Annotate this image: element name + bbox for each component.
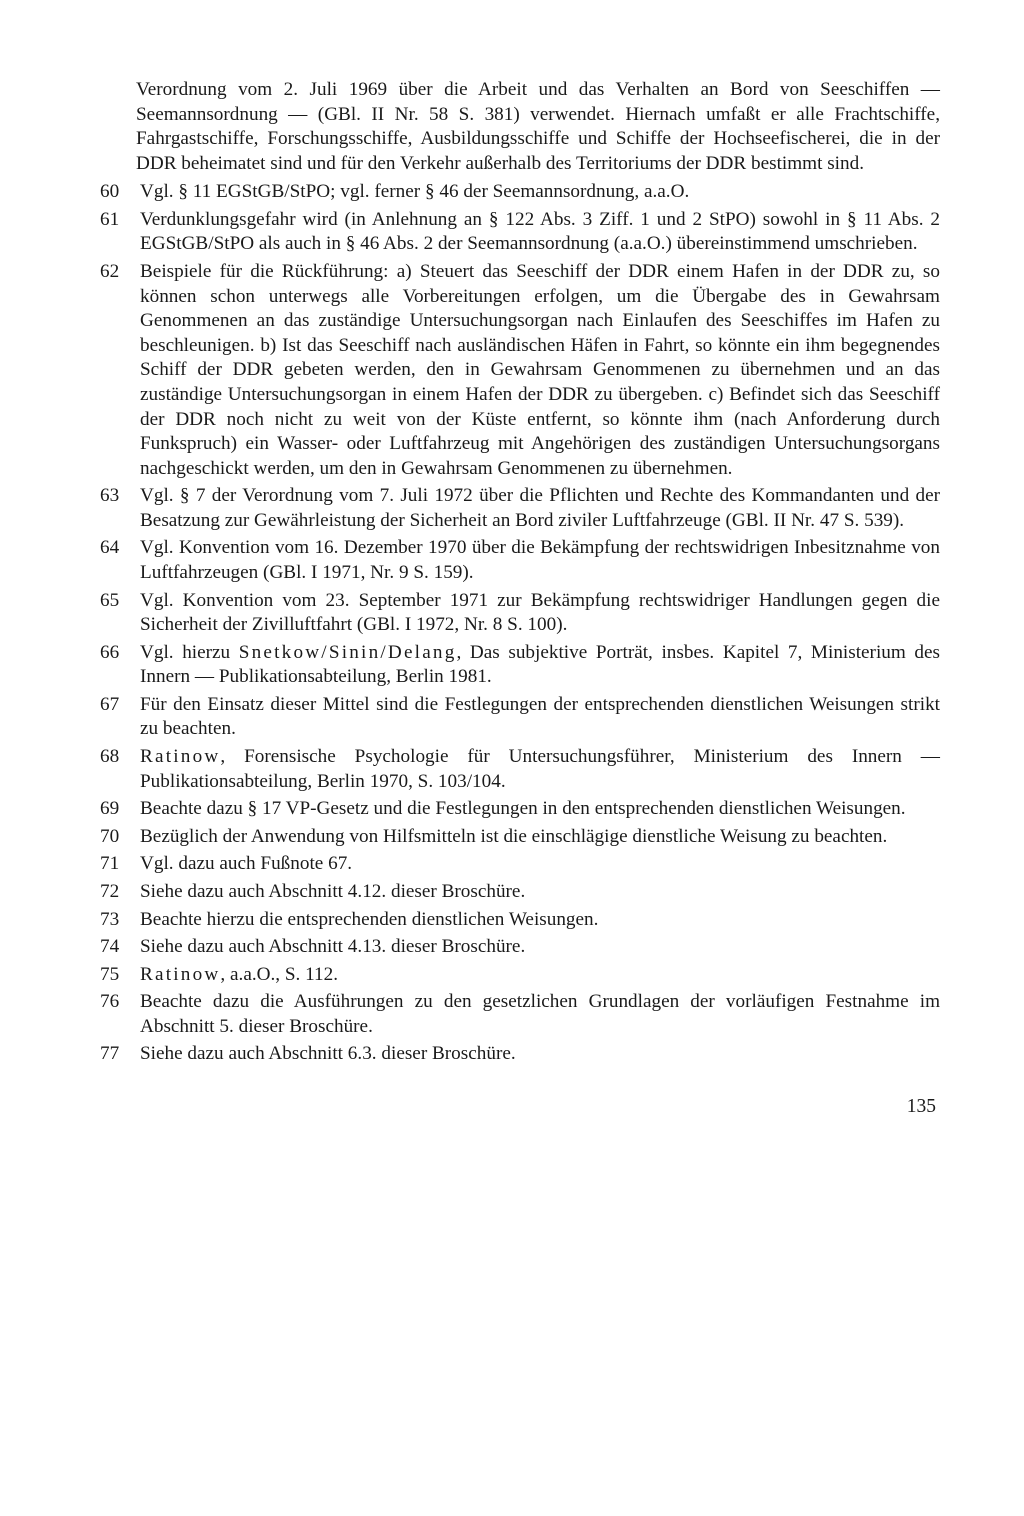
footnote-text: Vgl. Konvention vom 23. September 1971 z… — [140, 589, 940, 638]
footnote-number: 74 — [100, 935, 140, 960]
footnote-item: 63Vgl. § 7 der Verordnung vom 7. Juli 19… — [100, 484, 940, 533]
footnote-text: Bezüglich der Anwendung von Hilfsmitteln… — [140, 825, 940, 850]
footnote-number: 76 — [100, 990, 140, 1039]
footnote-number: 68 — [100, 745, 140, 794]
footnote-item: 67Für den Einsatz dieser Mittel sind die… — [100, 693, 940, 742]
footnote-text: Beachte hierzu die entsprechenden dienst… — [140, 908, 940, 933]
footnote-item: 76Beachte dazu die Ausführungen zu den g… — [100, 990, 940, 1039]
footnote-number: 64 — [100, 536, 140, 585]
footnote-text: Vgl. hierzu Snetkow/Sinin/Delang, Das su… — [140, 641, 940, 690]
footnote-number: 75 — [100, 963, 140, 988]
footnote-number: 70 — [100, 825, 140, 850]
footnote-item: 60Vgl. § 11 EGStGB/StPO; vgl. ferner § 4… — [100, 180, 940, 205]
footnote-number: 71 — [100, 852, 140, 877]
footnote-text: Für den Einsatz dieser Mittel sind die F… — [140, 693, 940, 742]
footnote-item: 69Beachte dazu § 17 VP-Gesetz und die Fe… — [100, 797, 940, 822]
footnote-number: 72 — [100, 880, 140, 905]
footnote-number: 66 — [100, 641, 140, 690]
footnote-item: 73Beachte hierzu die entsprechenden dien… — [100, 908, 940, 933]
footnote-number: 63 — [100, 484, 140, 533]
footnote-text: Beachte dazu die Ausführungen zu den ges… — [140, 990, 940, 1039]
footnote-item: 62Beispiele für die Rückführung: a) Steu… — [100, 260, 940, 481]
footnote-number: 62 — [100, 260, 140, 481]
footnote-item: 66Vgl. hierzu Snetkow/Sinin/Delang, Das … — [100, 641, 940, 690]
footnote-text: Ratinow, Forensische Psychologie für Unt… — [140, 745, 940, 794]
footnote-text: Vgl. dazu auch Fußnote 67. — [140, 852, 940, 877]
footnote-item: 75Ratinow, a.a.O., S. 112. — [100, 963, 940, 988]
document-page: Verordnung vom 2. Juli 1969 über die Arb… — [0, 0, 1024, 1180]
footnotes-list: 60Vgl. § 11 EGStGB/StPO; vgl. ferner § 4… — [100, 180, 940, 1067]
footnote-number: 73 — [100, 908, 140, 933]
footnote-number: 61 — [100, 208, 140, 257]
footnote-item: 64Vgl. Konvention vom 16. Dezember 1970 … — [100, 536, 940, 585]
footnote-number: 67 — [100, 693, 140, 742]
footnote-item: 74Siehe dazu auch Abschnitt 4.13. dieser… — [100, 935, 940, 960]
footnote-item: 72Siehe dazu auch Abschnitt 4.12. dieser… — [100, 880, 940, 905]
footnote-item: 65Vgl. Konvention vom 23. September 1971… — [100, 589, 940, 638]
footnote-item: 77Siehe dazu auch Abschnitt 6.3. dieser … — [100, 1042, 940, 1067]
footnote-number: 77 — [100, 1042, 140, 1067]
footnote-number: 69 — [100, 797, 140, 822]
footnote-text: Vgl. § 11 EGStGB/StPO; vgl. ferner § 46 … — [140, 180, 940, 205]
footnote-text: Siehe dazu auch Abschnitt 4.13. dieser B… — [140, 935, 940, 960]
footnote-number: 65 — [100, 589, 140, 638]
footnote-text: Ratinow, a.a.O., S. 112. — [140, 963, 940, 988]
footnote-item: 70Bezüglich der Anwendung von Hilfsmitte… — [100, 825, 940, 850]
footnote-text: Beachte dazu § 17 VP-Gesetz und die Fest… — [140, 797, 940, 822]
footnote-item: 71Vgl. dazu auch Fußnote 67. — [100, 852, 940, 877]
continuation-paragraph: Verordnung vom 2. Juli 1969 über die Arb… — [136, 78, 940, 176]
footnote-text: Verdunklungsgefahr wird (in Anlehnung an… — [140, 208, 940, 257]
footnote-text: Vgl. Konvention vom 16. Dezember 1970 üb… — [140, 536, 940, 585]
footnote-item: 68Ratinow, Forensische Psychologie für U… — [100, 745, 940, 794]
footnote-text: Beispiele für die Rückführung: a) Steuer… — [140, 260, 940, 481]
footnote-text: Vgl. § 7 der Verordnung vom 7. Juli 1972… — [140, 484, 940, 533]
page-number: 135 — [100, 1095, 940, 1120]
footnote-text: Siehe dazu auch Abschnitt 6.3. dieser Br… — [140, 1042, 940, 1067]
footnote-text: Siehe dazu auch Abschnitt 4.12. dieser B… — [140, 880, 940, 905]
footnote-item: 61Verdunklungsgefahr wird (in Anlehnung … — [100, 208, 940, 257]
footnote-number: 60 — [100, 180, 140, 205]
